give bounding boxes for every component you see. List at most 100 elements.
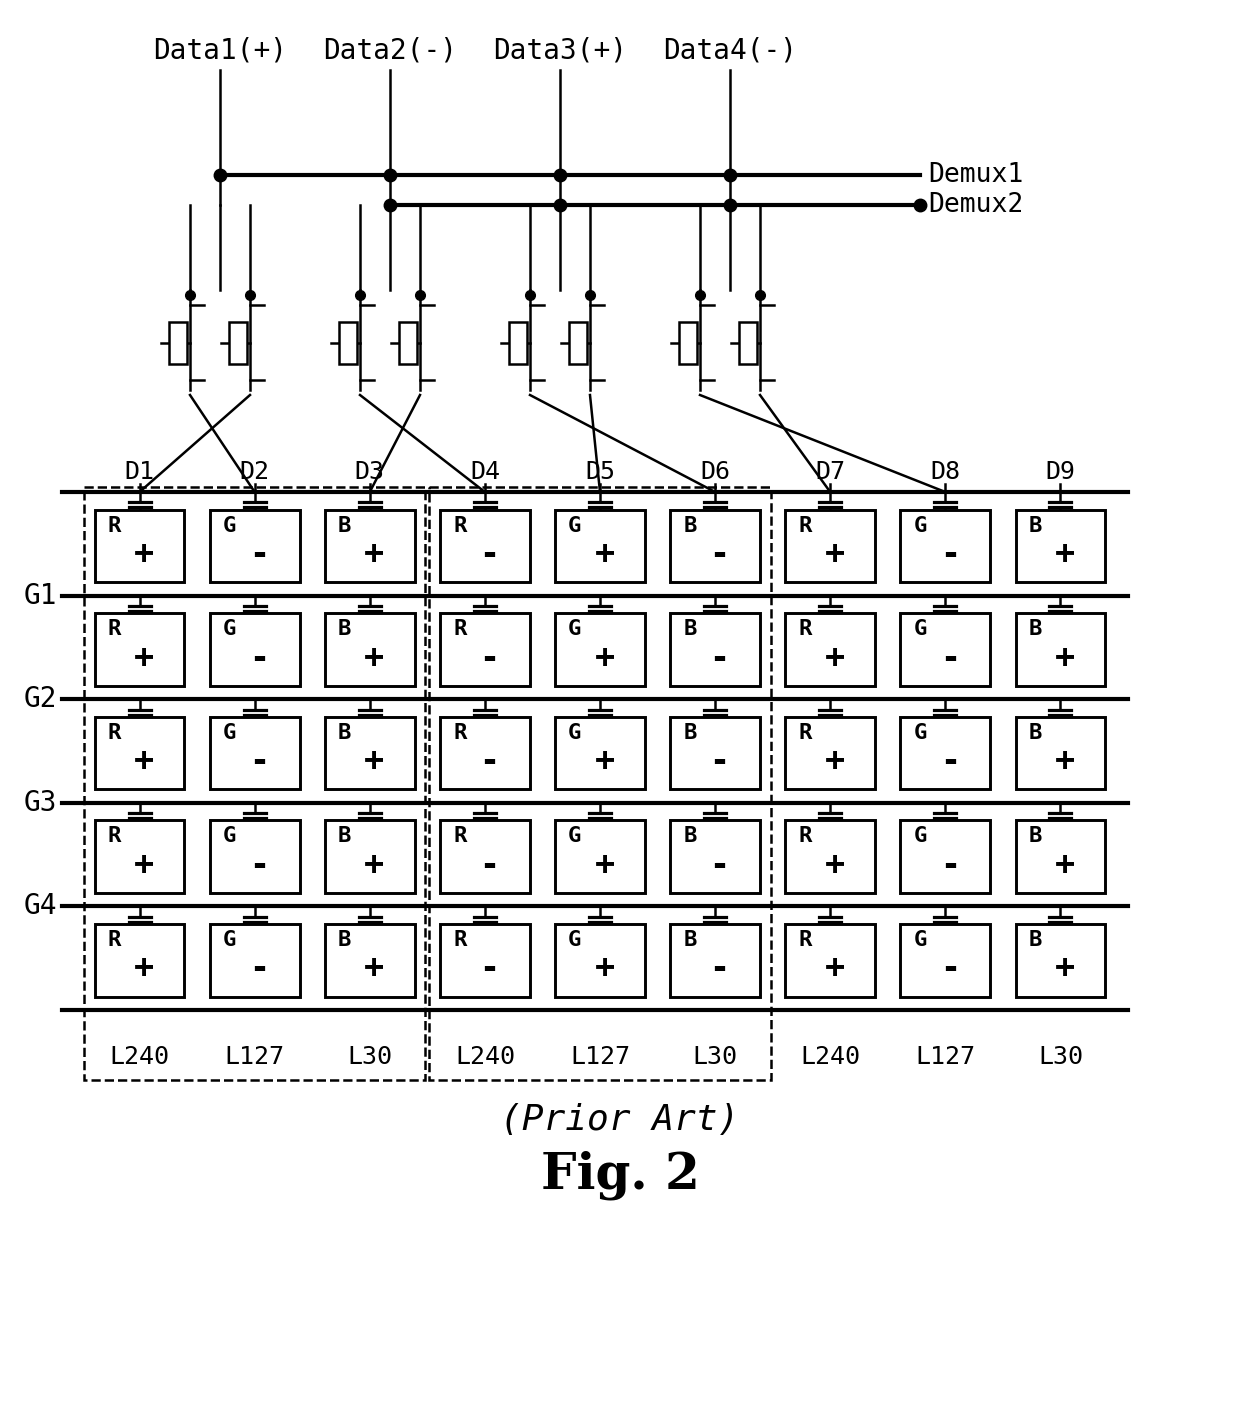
Text: B: B [1029,931,1042,950]
Text: R: R [453,620,466,640]
Bar [785,510,875,582]
Text: B: B [1029,723,1042,743]
Bar [229,322,247,363]
Bar [670,510,760,582]
Text: -: - [709,641,729,675]
Text: +: + [1055,953,1075,986]
Bar [325,510,414,582]
Text: G: G [914,620,926,640]
Text: B: B [1029,515,1042,535]
Text: +: + [825,746,844,778]
Text: D9: D9 [1045,460,1075,484]
Text: G: G [568,515,582,535]
Text: -: - [249,746,269,778]
Text: D6: D6 [701,460,730,484]
Text: G1: G1 [24,582,57,610]
Text: R: R [108,723,122,743]
Text: R: R [799,620,812,640]
Bar [210,613,300,686]
Bar [680,322,697,363]
Text: B: B [1029,826,1042,846]
Text: R: R [799,515,812,535]
Bar [339,322,357,363]
Bar [440,613,529,686]
Text: -: - [940,641,960,675]
Text: B: B [683,931,697,950]
Text: L30: L30 [1038,1045,1083,1069]
Text: +: + [825,849,844,882]
Text: +: + [1055,849,1075,882]
Bar [440,717,529,789]
Text: D1: D1 [124,460,155,484]
Text: R: R [799,931,812,950]
Text: +: + [365,641,384,675]
Text: G: G [223,931,236,950]
Text: +: + [594,538,615,570]
Bar [1016,820,1105,892]
Text: +: + [825,641,844,675]
Text: +: + [134,538,154,570]
Bar [1016,613,1105,686]
Text: B: B [339,515,351,535]
Text: G: G [568,723,582,743]
Text: G: G [568,931,582,950]
Text: -: - [940,746,960,778]
Bar [210,820,300,892]
Bar [785,820,875,892]
Text: -: - [940,953,960,986]
Text: -: - [249,538,269,570]
Bar [670,717,760,789]
Text: L127: L127 [570,1045,630,1069]
Text: D4: D4 [470,460,500,484]
Text: -: - [709,746,729,778]
Text: Data4(-): Data4(-) [663,37,797,65]
Text: Demux2: Demux2 [928,192,1023,217]
Bar [1016,923,1105,997]
Bar [508,322,527,363]
Text: G: G [223,826,236,846]
Text: D7: D7 [815,460,846,484]
Bar [670,613,760,686]
Bar [440,923,529,997]
Text: -: - [480,746,500,778]
Bar [94,923,185,997]
Text: -: - [940,538,960,570]
Text: L30: L30 [347,1045,392,1069]
Text: -: - [480,538,500,570]
Text: -: - [709,953,729,986]
Text: G: G [223,723,236,743]
Bar [900,923,991,997]
Text: -: - [249,641,269,675]
Bar [169,322,187,363]
Text: -: - [709,538,729,570]
Text: -: - [940,849,960,882]
Bar [785,717,875,789]
Text: Data3(+): Data3(+) [494,37,627,65]
Text: R: R [453,931,466,950]
Bar [440,510,529,582]
Text: +: + [134,641,154,675]
Bar [556,510,645,582]
Bar [429,487,771,1080]
Bar [84,487,425,1080]
Text: B: B [683,620,697,640]
Text: -: - [249,953,269,986]
Text: L240: L240 [800,1045,861,1069]
Text: G: G [914,723,926,743]
Text: +: + [134,849,154,882]
Bar [556,820,645,892]
Text: +: + [825,538,844,570]
Text: G: G [568,826,582,846]
Text: +: + [365,953,384,986]
Text: R: R [453,515,466,535]
Text: D3: D3 [355,460,384,484]
Text: +: + [594,849,615,882]
Bar [670,820,760,892]
Text: +: + [134,746,154,778]
Text: G: G [223,620,236,640]
Bar [900,613,991,686]
Text: Data1(+): Data1(+) [153,37,286,65]
Text: B: B [683,826,697,846]
Bar [1016,717,1105,789]
Bar [210,717,300,789]
